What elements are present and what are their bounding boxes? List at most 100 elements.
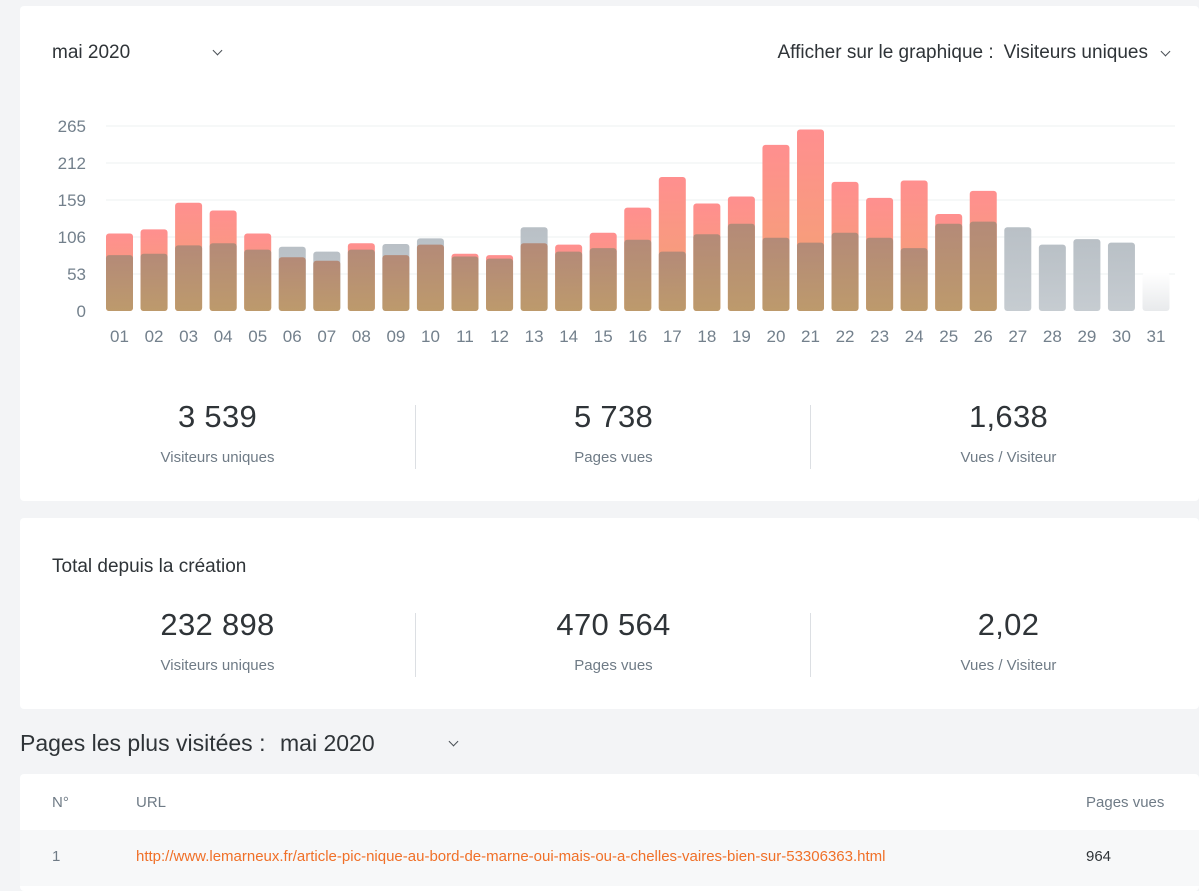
bar-overlap [969, 221, 997, 311]
stat-page-views: 5 738 Pages vues [416, 399, 811, 466]
stat-value: 1,638 [968, 399, 1049, 434]
chevron-down-icon [448, 736, 459, 747]
bar-overlap [416, 244, 444, 311]
x-tick-label: 26 [974, 327, 993, 346]
bar-overlap [555, 251, 583, 311]
y-tick-label: 212 [58, 154, 86, 173]
top-pages-table: N° URL Pages vues 1 http://www.lemarneux… [20, 774, 1199, 891]
x-tick-label: 21 [801, 327, 820, 346]
bar-page-views[interactable] [1107, 242, 1135, 311]
top-pages-period-select[interactable]: mai 2020 [280, 730, 480, 757]
y-tick-label: 106 [58, 228, 86, 247]
stat-divider [415, 405, 416, 469]
bar-overlap [624, 239, 652, 311]
stat-label: Pages vues [574, 449, 653, 466]
y-tick-label: 159 [58, 191, 86, 210]
y-tick-label: 265 [58, 117, 86, 136]
bar-overlap [900, 248, 928, 311]
bar-overlap [106, 255, 133, 311]
row-views: 964 [1086, 848, 1112, 865]
x-tick-label: 05 [248, 327, 267, 346]
stat-views-per-visitor: 1,638 Vues / Visiteur [811, 399, 1199, 466]
bar-overlap [831, 232, 859, 311]
stat-value: 3 539 [177, 399, 258, 434]
x-tick-label: 22 [836, 327, 855, 346]
stat-unique-visitors: 3 539 Visiteurs uniques [20, 399, 415, 466]
top-pages-title: Pages les plus visitées : [20, 730, 266, 756]
x-tick-label: 28 [1043, 327, 1062, 346]
bar-overlap [347, 249, 375, 311]
bar-overlap [244, 249, 272, 311]
bar-overlap [278, 257, 306, 311]
total-unique-visitors: 232 898 Visiteurs uniques [20, 607, 415, 674]
bar-overlap [727, 223, 755, 311]
daily-bar-chart: 0 53 106 159 212 265 01 02 03 04 05 06 07 08 09 10 11 12… [58, 117, 1175, 346]
x-tick-label: 25 [939, 327, 958, 346]
month-select[interactable]: mai 2020 [52, 42, 232, 64]
x-tick-label: 10 [421, 327, 440, 346]
chart-display-select[interactable]: Visiteurs uniques [1003, 42, 1171, 64]
x-tick-label: 17 [663, 327, 682, 346]
table-row: 1 http://www.lemarneux.fr/article-pic-ni… [20, 830, 1199, 886]
x-tick-label: 30 [1112, 327, 1131, 346]
x-tick-label: 24 [905, 327, 924, 346]
bar-overlap [589, 248, 617, 311]
x-tick-label: 07 [317, 327, 336, 346]
row-num: 1 [52, 848, 61, 865]
x-tick-label: 19 [732, 327, 751, 346]
x-tick-label: 12 [490, 327, 509, 346]
stat-label: Vues / Visiteur [960, 449, 1057, 466]
x-tick-label: 08 [352, 327, 371, 346]
x-tick-label: 09 [386, 327, 405, 346]
bar-overlap [209, 243, 237, 311]
bar-page-views[interactable] [1073, 239, 1101, 311]
x-tick-label: 29 [1077, 327, 1096, 346]
stat-value: 5 738 [573, 399, 654, 434]
total-title: Total depuis la création [52, 556, 247, 577]
chart-display-value: Visiteurs uniques [1003, 42, 1148, 63]
x-tick-label: 03 [179, 327, 198, 346]
row-url-link[interactable]: http://www.lemarneux.fr/article-pic-niqu… [136, 848, 886, 865]
stat-divider [415, 613, 416, 677]
bar-page-views[interactable] [1142, 272, 1170, 311]
monthly-stats-card: mai 2020 Afficher sur le graphique : Vis… [20, 6, 1199, 501]
bar-page-views[interactable] [1038, 244, 1066, 311]
stat-value: 232 898 [160, 607, 275, 642]
bar-overlap [313, 260, 341, 311]
chart-display-label: Afficher sur le graphique : [777, 42, 994, 63]
x-tick-label: 15 [594, 327, 613, 346]
bar-overlap [451, 256, 479, 311]
x-tick-label: 13 [525, 327, 544, 346]
column-header-url: URL [136, 794, 167, 811]
x-tick-label: 02 [145, 327, 164, 346]
total-stats-card: Total depuis la création 232 898 Visiteu… [20, 518, 1199, 709]
bar-overlap [520, 243, 548, 311]
stat-divider [810, 405, 811, 469]
stat-label: Vues / Visiteur [960, 657, 1057, 674]
total-page-views: 470 564 Pages vues [416, 607, 811, 674]
bar-overlap [175, 245, 203, 311]
x-tick-label: 31 [1147, 327, 1166, 346]
bar-page-views[interactable] [1004, 227, 1032, 311]
bar-overlap [658, 251, 686, 311]
bar-overlap [935, 223, 963, 311]
bar-overlap [486, 258, 514, 311]
bar-overlap [693, 234, 721, 311]
bar-overlap [382, 255, 410, 311]
total-views-per-visitor: 2,02 Vues / Visiteur [811, 607, 1199, 674]
stat-label: Visiteurs uniques [160, 657, 275, 674]
column-header-views: Pages vues [1086, 794, 1165, 811]
stat-divider [810, 613, 811, 677]
x-tick-label: 01 [110, 327, 129, 346]
x-tick-label: 16 [628, 327, 647, 346]
x-tick-label: 23 [870, 327, 889, 346]
chart-display-control: Afficher sur le graphique : Visiteurs un… [777, 42, 1171, 64]
y-tick-label: 0 [77, 302, 86, 321]
stat-label: Visiteurs uniques [160, 449, 275, 466]
bar-overlap [797, 242, 824, 311]
x-tick-label: 20 [766, 327, 785, 346]
bar-overlap [140, 253, 168, 311]
month-select-value: mai 2020 [52, 42, 131, 63]
stat-value: 2,02 [977, 607, 1040, 642]
top-pages-period-value: mai 2020 [280, 730, 375, 756]
